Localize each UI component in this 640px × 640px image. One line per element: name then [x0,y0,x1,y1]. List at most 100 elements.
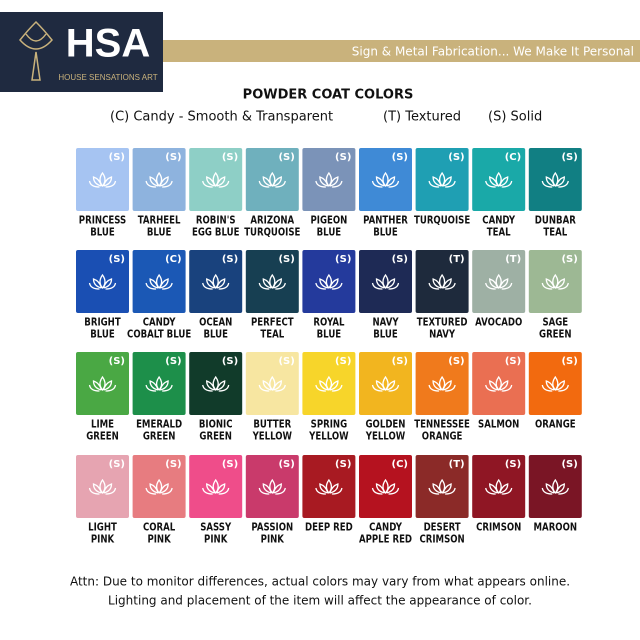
swatch-code: (S) [222,356,238,367]
swatch-code: (S) [109,254,125,265]
swatch-color [359,148,412,211]
swatch-code: (S) [505,459,521,470]
lotus-icon [145,478,173,495]
swatch-name: TENNESSEE [414,418,470,430]
swatch-name: CANDY [143,316,177,328]
swatch-code: (T) [449,459,465,470]
swatch-name: BLUE [203,328,228,340]
lotus-icon [371,375,400,392]
lotus-petal [202,282,230,290]
swatch: (S) MAROON [528,455,582,534]
lotus-petal [262,278,282,289]
swatch-code: (S) [448,356,464,367]
lotus-petal [88,180,117,188]
swatch-name: BUTTER [253,418,291,430]
swatch: (S) SALMON [472,352,526,431]
swatch-color [528,250,582,313]
swatch-name: CRIMSON [419,533,464,545]
lotus-petal [428,487,456,495]
lotus-icon [258,478,286,495]
lotus-petal [202,487,230,495]
lotus-icon [371,171,400,188]
swatch: (S) DEEP RED [302,455,356,534]
swatch-name: TURQUOISE [244,226,300,238]
swatch-name: NAVY [372,316,399,328]
swatch-name: TARHEEL [138,214,181,226]
swatch-name: GOLDEN [366,418,406,430]
swatch-name: TEAL [543,226,567,238]
lotus-icon [541,478,569,495]
swatch-color [189,148,243,211]
lotus-petal [545,278,565,289]
lotus-petal [315,487,343,495]
lotus-icon [145,171,173,188]
swatch-name: AVOCADO [475,316,522,328]
logo-text: HSA [66,22,150,66]
lotus-petal [258,180,286,188]
lotus-icon [315,478,343,495]
lotus-petal [489,176,509,187]
swatch-name: DESERT [424,521,461,533]
swatch-name: PIGEON [310,214,347,226]
lotus-petal [258,282,286,290]
lotus-petal [485,180,513,188]
swatch-color [132,455,186,518]
swatch-code: (S) [561,459,577,470]
swatch: (T) AVOCADO [472,250,526,329]
swatch: (S) CRIMSON [472,455,526,534]
swatch-color [359,250,412,313]
swatch-name: PERFECT [251,316,294,328]
lotus-petal [485,487,513,495]
lotus-petal [206,278,226,289]
swatch-code: (C) [392,459,408,470]
swatch-name: YELLOW [365,430,405,442]
swatch-color [472,352,526,415]
lotus-petal [428,384,456,392]
swatch-name: TURQUOISE [414,214,470,226]
swatch-color [415,455,469,518]
swatch-name: ROBIN'S [196,214,236,226]
swatch-code: (S) [392,356,408,367]
swatch-color [528,352,582,415]
swatch-name: ROYAL [313,316,345,328]
swatch-color [359,352,412,415]
swatch-code: (S) [278,152,294,163]
lotus-petal [428,282,456,290]
swatch-name: BLUE [147,226,172,238]
swatch-color [132,250,186,313]
swatch-code: (S) [109,356,125,367]
swatch-name: DEEP RED [305,521,353,533]
lotus-petal [88,384,117,392]
swatch-name: GREEN [143,430,176,442]
swatch-code: (S) [109,459,125,470]
lotus-petal [541,384,569,392]
lotus-petal [545,380,565,391]
swatch-name: NAVY [429,328,456,340]
lotus-petal [262,176,282,187]
swatch-name: SALMON [478,418,519,430]
lotus-petal [375,483,396,494]
lotus-icon [315,171,343,188]
swatch-color [302,148,356,211]
lotus-petal [375,176,396,187]
swatch-color [472,455,526,518]
swatch-name: GREEN [539,328,572,340]
swatch-code: (S) [278,254,294,265]
swatch-color [415,148,469,211]
swatch-name: GREEN [86,430,119,442]
lotus-petal [149,483,169,494]
lotus-icon [371,273,400,290]
swatch-name: ORANGE [422,430,463,442]
